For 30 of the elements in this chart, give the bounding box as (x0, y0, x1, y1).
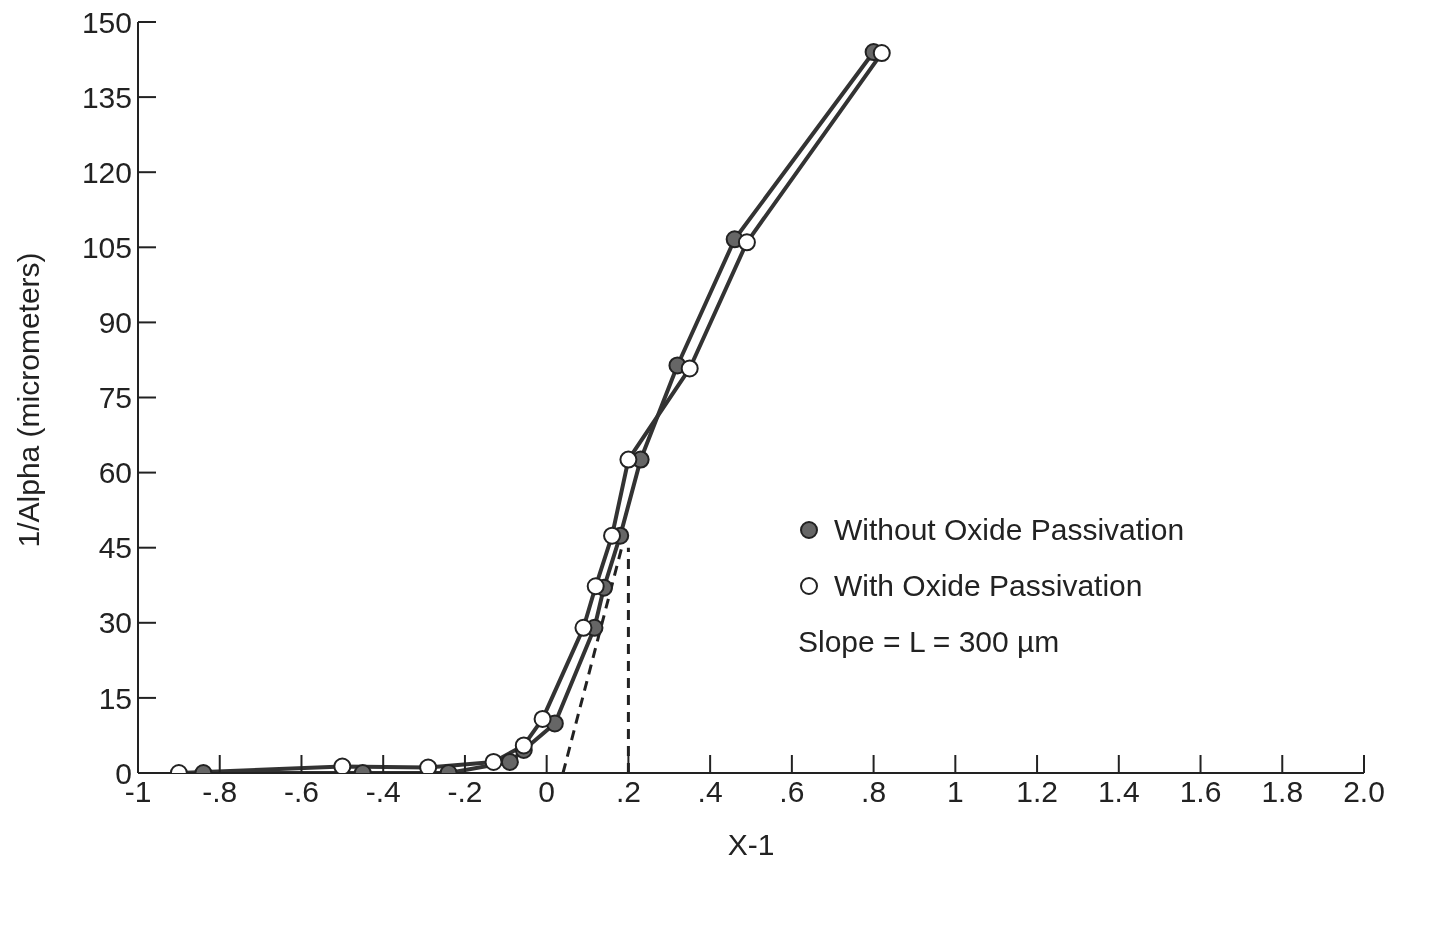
y-tick-label: 120 (81, 155, 132, 189)
x-tick-label: 1 (946, 775, 964, 809)
y-tick-label: 90 (98, 306, 132, 340)
x-tick-label: 1.6 (1179, 775, 1222, 809)
x-tick-label: 1.4 (1097, 775, 1140, 809)
y-tick-label: 105 (81, 230, 132, 264)
x-tick-label: .8 (861, 775, 887, 809)
legend-label: Without Oxide Passivation (834, 513, 1185, 547)
x-axis-title: X-1 (727, 828, 775, 861)
x-tick-label: -.4 (365, 775, 401, 809)
x-tick-label: .6 (779, 775, 805, 809)
x-tick-label: 1.2 (1016, 775, 1058, 809)
y-tick-label: 150 (81, 5, 132, 39)
x-tick-label: -.2 (447, 775, 483, 809)
annotation: Slope = L = 300 µm (798, 625, 1061, 659)
y-tick-label: 135 (81, 80, 132, 114)
x-tick-label: 0 (538, 775, 556, 809)
x-tick-label: -.8 (202, 775, 238, 809)
y-tick-label: 15 (98, 681, 132, 715)
x-tick-label: 1.8 (1261, 775, 1304, 809)
x-tick-label: 2.0 (1343, 775, 1385, 809)
y-tick-label: 60 (98, 456, 132, 490)
y-tick-label: 30 (98, 606, 132, 640)
x-tick-label: .2 (615, 775, 641, 809)
x-tick-label: -.6 (283, 775, 319, 809)
y-axis-title: 1/Alpha (micrometers) (11, 252, 45, 548)
y-tick-label: 75 (98, 381, 132, 415)
x-tick-label: .4 (697, 775, 723, 809)
y-tick-label: 45 (98, 531, 132, 565)
legend-label: With Oxide Passivation (834, 569, 1143, 603)
